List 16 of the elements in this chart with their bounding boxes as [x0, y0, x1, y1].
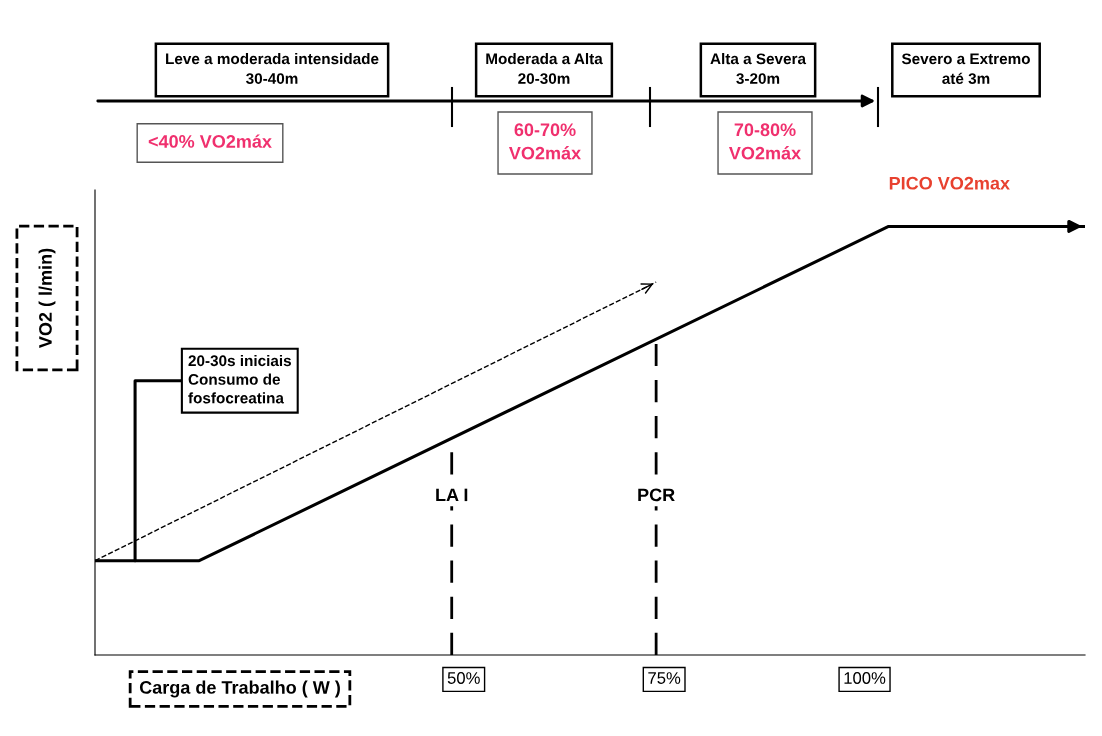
y-axis-title: VO2 ( l/min): [38, 248, 56, 349]
annotation: 20-30s iniciais Consumo de fosfocreatina: [188, 354, 291, 404]
ref-line-label: PCR: [638, 488, 675, 502]
ref-line-label: LA I: [436, 488, 468, 502]
text: 70-80% VO2máx: [728, 123, 801, 160]
text: <40% VO2máx: [148, 134, 272, 148]
text: Leve a moderada intensidade 30-40m: [166, 52, 379, 85]
text: Severo a Extremo até 3m: [901, 53, 1030, 85]
x-tick-label: 100%: [844, 672, 886, 684]
text: Alta a Severa 3-20m: [710, 52, 807, 85]
text: Moderada a Alta 20-30m: [486, 52, 603, 85]
annotation: PICO VO2max: [889, 176, 1010, 190]
x-tick-label: 50%: [447, 672, 480, 684]
x-axis-title: Carga de Trabalho ( W ): [139, 680, 340, 698]
text: 60-70% VO2máx: [508, 123, 581, 160]
x-tick-label: 75%: [648, 672, 681, 684]
